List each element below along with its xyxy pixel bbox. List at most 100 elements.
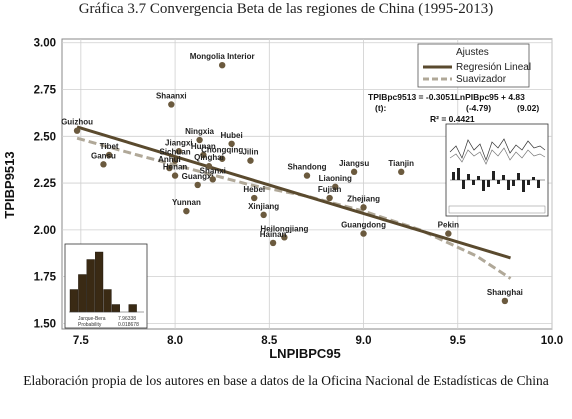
histogram-bar — [111, 304, 121, 313]
y-tick-label: 2.25 — [34, 178, 57, 190]
y-tick-label: 1.75 — [34, 272, 57, 284]
data-point-label: Shandong — [287, 163, 326, 172]
y-tick-label: 2.75 — [34, 85, 57, 97]
data-point-label: Xinjiang — [248, 202, 279, 211]
data-point — [218, 155, 226, 162]
data-point — [398, 168, 405, 176]
data-point-label: Heilongjiang — [260, 224, 308, 233]
data-point-label: Yunnan — [172, 198, 201, 207]
histogram-bar — [86, 259, 95, 313]
data-point-label: Tibet — [100, 142, 119, 151]
data-point — [168, 101, 175, 108]
data-point — [105, 151, 113, 159]
data-point — [247, 157, 254, 164]
legend-label-smoother: Suavizador — [456, 74, 507, 85]
data-point — [218, 61, 226, 69]
data-point — [350, 168, 358, 176]
data-point — [360, 204, 367, 211]
data-point-label: Qinghai — [194, 153, 224, 162]
inset-histogram: Jarque-Bera Probability 7.96338 0.018678 — [64, 243, 148, 329]
legend-label-regression: Regresión Lineal — [456, 62, 531, 73]
x-tick-label: 9.0 — [356, 335, 372, 347]
y-tick-labels: 1.50 1.75 2.00 2.25 2.50 2.75 3.00 — [34, 38, 57, 331]
data-point — [260, 211, 267, 219]
equation-t-label: (t): — [375, 103, 386, 113]
data-point — [100, 161, 107, 168]
x-tick-label: 10.0 — [541, 335, 563, 347]
inset-timeseries-frame — [445, 123, 549, 217]
smoother-line — [76, 136, 512, 280]
inset-note-prob-value: 0.018678 — [118, 322, 139, 328]
data-point — [445, 230, 452, 237]
data-point-label: Henan — [163, 163, 188, 172]
data-point-label: Shaanxi — [156, 91, 187, 100]
inset-series-b — [449, 147, 546, 165]
histogram-bar — [103, 289, 112, 313]
data-point-label: Guizhou — [61, 118, 93, 127]
data-point — [281, 234, 288, 241]
data-point-label: Jiangsu — [339, 159, 369, 168]
data-point-label: Hebei — [243, 185, 265, 194]
data-point — [175, 148, 183, 155]
data-point-label: Liaoning — [319, 174, 352, 183]
data-point — [209, 176, 216, 183]
histogram-bar — [94, 251, 104, 313]
data-point — [303, 172, 311, 179]
legend: Ajustes Regresión Lineal Suavizador — [417, 43, 531, 88]
data-point — [360, 230, 367, 237]
data-point-label: Jiangxi — [165, 138, 193, 147]
data-point-label: Sichuan — [160, 148, 191, 157]
data-point — [171, 157, 179, 164]
data-point-label: Shanxi — [200, 166, 226, 175]
data-point — [194, 181, 201, 189]
data-point-label: Jilin — [242, 148, 258, 157]
x-tick-label: 8.0 — [167, 335, 183, 347]
data-point-label: Hainan — [260, 230, 287, 239]
data-point-label: Chongqing — [201, 146, 243, 155]
data-point-label: Guangxi — [182, 172, 214, 181]
x-tick-labels: 7.5 8.0 8.5 9.0 9.5 10.0 — [73, 335, 563, 347]
equation-t-value-1: (-4.79) — [466, 103, 491, 113]
figure-caption: Elaboración propia de los autores en bas… — [23, 373, 549, 388]
data-point-label: Guangdong — [341, 221, 386, 230]
y-tick-label: 3.00 — [34, 38, 56, 50]
data-point — [332, 183, 339, 191]
data-point-label: Tianjin — [388, 159, 414, 168]
data-point-label: Mongolia Interior — [190, 52, 255, 61]
data-point — [251, 194, 258, 202]
data-point — [171, 172, 179, 179]
data-point — [326, 194, 333, 202]
inset-series-a — [449, 138, 546, 162]
histogram-bar — [69, 289, 79, 313]
y-tick-label: 1.50 — [34, 318, 56, 330]
equation-r-squared: R² = 0.4421 — [430, 114, 475, 124]
data-point — [269, 239, 277, 247]
histogram-bar — [128, 304, 137, 313]
regression-line — [76, 125, 511, 260]
data-point — [166, 164, 173, 172]
data-point-label: Zhejiang — [347, 194, 380, 203]
inset-timeseries — [445, 123, 549, 217]
data-point — [183, 207, 190, 215]
y-axis-label: TPIBP9513 — [2, 151, 17, 218]
legend-title: Ajustes — [456, 47, 489, 58]
y-tick-label: 2.50 — [34, 131, 56, 143]
data-point — [501, 297, 509, 305]
page-title: Gráfica 3.7 Convergencia Beta de las reg… — [78, 1, 494, 17]
equation-t-value-2: (9.02) — [517, 103, 539, 113]
inset-residual-bars — [452, 168, 540, 192]
data-point-label: Pekin — [438, 221, 459, 230]
fit-lines — [76, 125, 512, 280]
regression-equation: TPIBpc9513 = -0.3051LnPIBpc95 + 4.83 (t)… — [368, 92, 539, 124]
data-point — [205, 163, 213, 170]
histogram-bar — [78, 274, 87, 313]
x-tick-label: 7.5 — [73, 335, 90, 347]
data-point — [228, 140, 235, 147]
x-tick-label: 9.5 — [450, 335, 467, 347]
data-point-label: Fujian — [318, 185, 342, 194]
data-point — [200, 151, 207, 159]
inset-note-jb-value: 7.96338 — [118, 316, 136, 322]
data-point-label: Anhui — [158, 155, 181, 164]
